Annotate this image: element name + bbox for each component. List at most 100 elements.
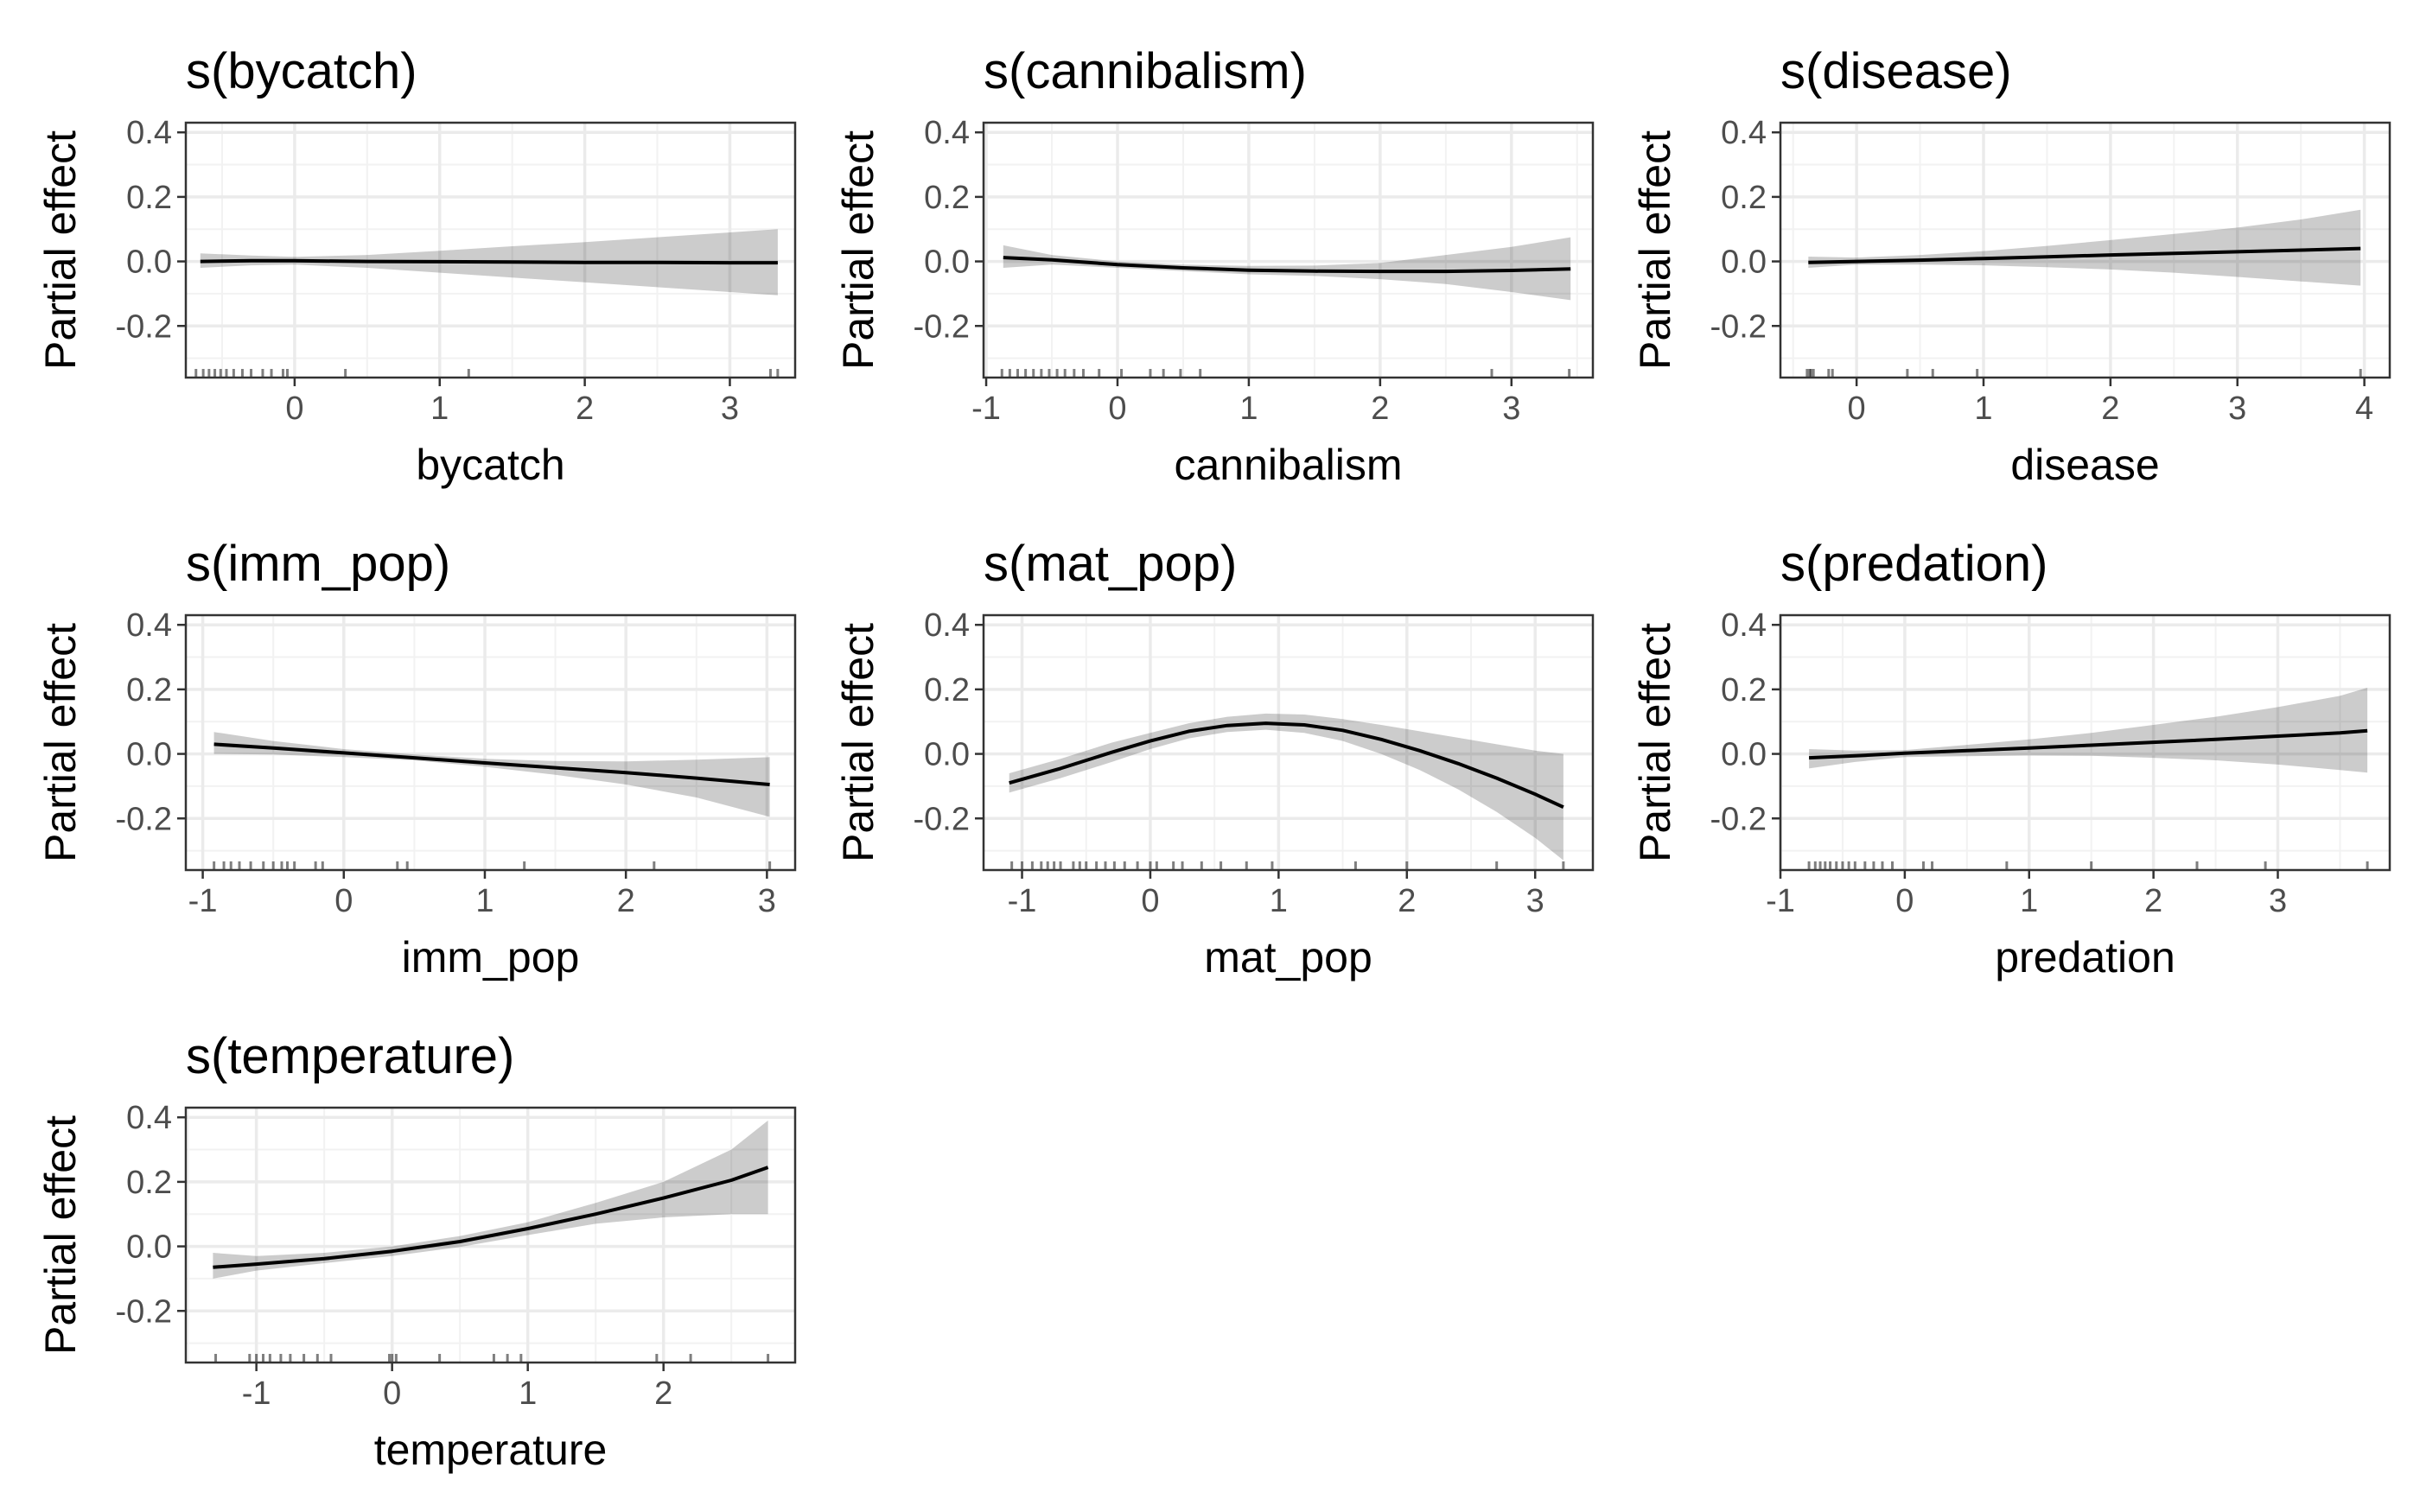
y-tick-label: 0.4 (1721, 115, 1767, 151)
y-tick-label: -0.2 (116, 308, 172, 345)
y-tick-label: -0.2 (914, 801, 970, 837)
x-axis-label: temperature (374, 1426, 608, 1474)
partial-effect-line (1808, 246, 2361, 264)
x-tick-label: 1 (1270, 883, 1288, 919)
y-axis-label: Partial effect (834, 130, 882, 370)
panel-title: s(cannibalism) (984, 43, 1307, 99)
y-tick-label: 0.0 (924, 737, 970, 773)
panel-cannibalism: -1 0 1 2 3 -0.2 0.0 0.2 0.4 s(cannibalism) canniba… (834, 43, 1595, 489)
x-tick-label: 3 (758, 883, 776, 919)
confidence-band (1009, 713, 1563, 861)
x-tick-label: 1 (475, 883, 494, 919)
y-tick-label: 0.0 (126, 737, 172, 773)
y-axis-label: Partial effect (36, 130, 85, 370)
y-tick-label: -0.2 (1710, 801, 1767, 837)
y-tick-label: 0.0 (1721, 245, 1767, 281)
y-tick-label: 0.2 (126, 1165, 172, 1201)
confidence-band (1003, 237, 1571, 301)
y-axis-label: Partial effect (834, 623, 882, 862)
panel-border (184, 1106, 797, 1364)
y-tick-label: -0.2 (1710, 308, 1767, 345)
panel-border (184, 613, 797, 872)
x-axis-label: bycatch (416, 441, 564, 489)
y-tick-label: 0.2 (924, 180, 970, 216)
panel-border (1779, 121, 2391, 379)
plot-background (984, 615, 1593, 870)
x-axis-label: mat_pop (1204, 933, 1372, 982)
y-tick-label: 0.2 (126, 672, 172, 708)
y-tick-label: 0.4 (126, 1100, 172, 1136)
panel-mat_pop: -1 0 1 2 3 -0.2 0.0 0.2 0.4 s(mat_pop) mat_pop Part… (834, 536, 1595, 982)
panel-title: s(imm_pop) (186, 536, 450, 592)
y-tick-label: 0.4 (126, 115, 172, 151)
y-tick-label: 0.0 (126, 1229, 172, 1266)
y-tick-label: 0.4 (924, 607, 970, 644)
x-tick-label: 2 (617, 883, 635, 919)
partial-effect-line (213, 742, 770, 786)
partial-effect-line (1809, 728, 2368, 760)
panel-disease: 0 1 2 3 4 -0.2 0.0 0.2 0.4 s(disease) disease Parti… (1631, 43, 2391, 489)
x-tick-label: 1 (519, 1375, 537, 1412)
x-tick-label: 1 (1974, 391, 1992, 427)
panel-title: s(bycatch) (186, 43, 417, 99)
x-tick-label: 0 (1108, 391, 1126, 427)
y-tick-label: 0.0 (924, 245, 970, 281)
y-tick-label: -0.2 (116, 1293, 172, 1330)
x-tick-label: 0 (334, 883, 353, 919)
x-axis-label: disease (2010, 441, 2159, 489)
partial-effect-line (1003, 256, 1571, 274)
x-tick-label: 0 (1848, 391, 1866, 427)
x-tick-label: 0 (1141, 883, 1159, 919)
x-tick-label: 3 (1526, 883, 1544, 919)
y-tick-label: 0.4 (126, 607, 172, 644)
panel-border (1779, 613, 2391, 872)
x-tick-label: 3 (1502, 391, 1520, 427)
y-axis-label: Partial effect (36, 1115, 85, 1355)
partial-effect-line (213, 1166, 769, 1269)
x-tick-label: -1 (1008, 883, 1037, 919)
x-tick-label: -1 (242, 1375, 271, 1412)
x-axis-label: imm_pop (402, 933, 580, 982)
x-tick-label: 3 (721, 391, 739, 427)
x-tick-label: 2 (1371, 391, 1389, 427)
y-tick-label: 0.0 (1721, 737, 1767, 773)
panel-bycatch: 0 1 2 3 -0.2 0.0 0.2 0.4 s(bycatch) bycatch Partia… (36, 43, 797, 489)
x-axis-label: cannibalism (1174, 441, 1402, 489)
x-tick-label: 4 (2355, 391, 2373, 427)
x-tick-label: 2 (654, 1375, 672, 1412)
x-tick-label: 0 (383, 1375, 401, 1412)
x-tick-label: 3 (2228, 391, 2246, 427)
y-tick-label: -0.2 (914, 308, 970, 345)
y-tick-label: 0.2 (126, 180, 172, 216)
y-tick-label: 0.2 (1721, 180, 1767, 216)
x-tick-label: 1 (1239, 391, 1258, 427)
y-tick-label: 0.4 (1721, 607, 1767, 644)
panel-border (184, 121, 797, 379)
panel-predation: -1 0 1 2 3 -0.2 0.0 0.2 0.4 s(predation) predation… (1631, 536, 2391, 982)
panel-title: s(disease) (1780, 43, 2012, 99)
x-axis-label: predation (1995, 933, 2175, 982)
x-tick-label: 2 (2144, 883, 2162, 919)
x-tick-label: 1 (430, 391, 449, 427)
y-axis-label: Partial effect (1631, 130, 1679, 370)
y-axis-label: Partial effect (36, 623, 85, 862)
x-tick-label: 2 (2101, 391, 2119, 427)
x-tick-label: 0 (1895, 883, 1914, 919)
x-tick-label: -1 (971, 391, 1001, 427)
panel-imm_pop: -1 0 1 2 3 -0.2 0.0 0.2 0.4 s(imm_pop) imm_pop Part… (36, 536, 797, 982)
y-tick-label: 0.0 (126, 245, 172, 281)
panel-title: s(predation) (1780, 536, 2047, 592)
panel-temperature: -1 0 1 2 -0.2 0.0 0.2 0.4 s(temperature) temperat… (36, 1028, 797, 1474)
x-tick-label: 2 (1398, 883, 1416, 919)
panel-title: s(mat_pop) (984, 536, 1237, 592)
panel-border (982, 121, 1595, 379)
y-tick-label: 0.2 (1721, 672, 1767, 708)
x-tick-label: 1 (2020, 883, 2038, 919)
x-tick-label: 2 (576, 391, 594, 427)
partial-effect-line (1009, 721, 1564, 810)
x-tick-label: 0 (285, 391, 303, 427)
x-tick-label: -1 (188, 883, 218, 919)
y-axis-label: Partial effect (1631, 623, 1679, 862)
confidence-band (1808, 209, 2361, 286)
